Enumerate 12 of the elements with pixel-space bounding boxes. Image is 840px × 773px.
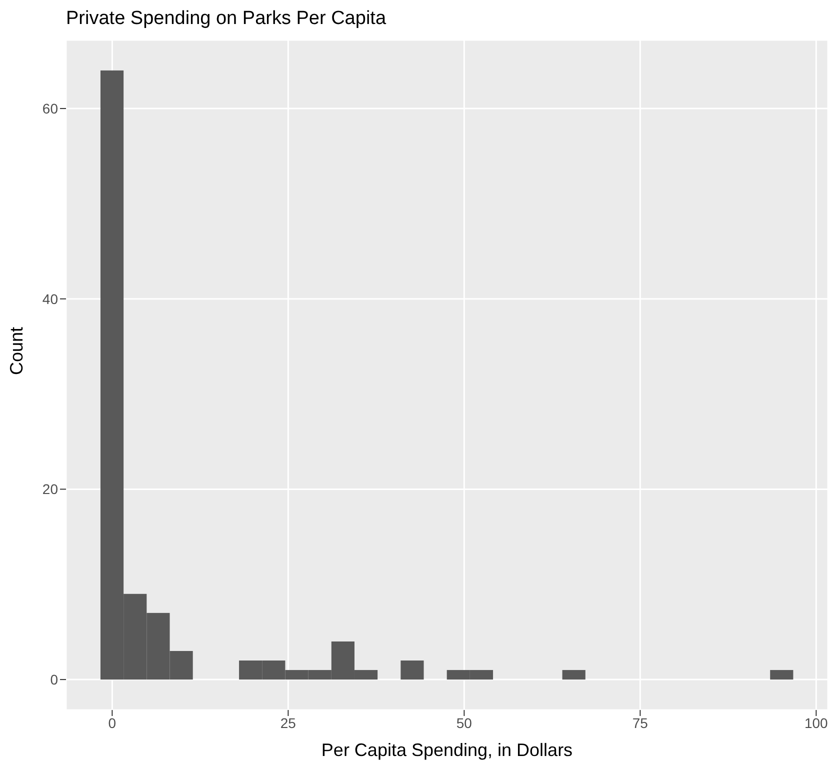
y-tick-label: 0 [50, 672, 58, 688]
x-tick-label: 25 [280, 714, 296, 731]
chart-title: Private Spending on Parks Per Capita [66, 8, 388, 30]
y-tick-label: 20 [42, 481, 58, 498]
x-axis-title: Per Capita Spending, in Dollars [321, 740, 573, 760]
x-tick-label: 0 [108, 714, 116, 731]
y-tick-label: 60 [42, 100, 58, 116]
x-tick-label: 100 [804, 714, 828, 731]
x-tick-label: 75 [632, 714, 648, 731]
x-tick-label: 50 [456, 714, 472, 731]
y-tick-label: 40 [42, 290, 58, 307]
y-axis-title: Count [6, 326, 26, 375]
